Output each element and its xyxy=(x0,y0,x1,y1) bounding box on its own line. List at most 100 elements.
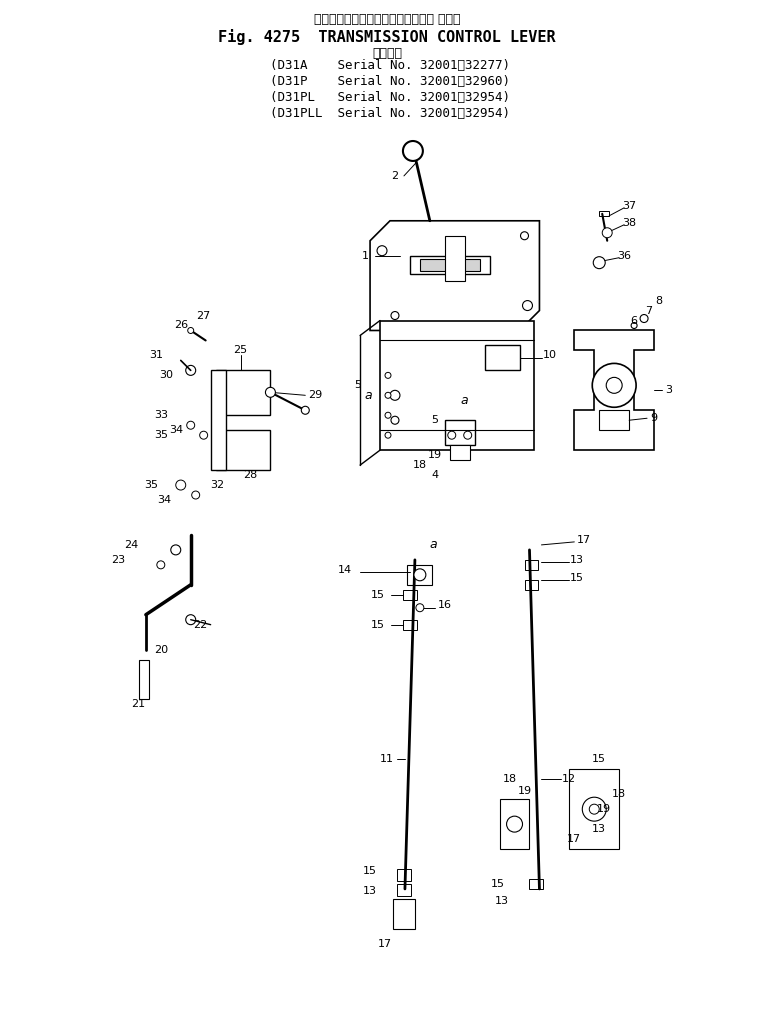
Bar xyxy=(525,560,539,570)
Circle shape xyxy=(403,141,423,161)
Bar xyxy=(499,799,529,849)
Circle shape xyxy=(385,432,391,438)
Circle shape xyxy=(377,245,387,256)
Text: 7: 7 xyxy=(646,305,652,315)
Circle shape xyxy=(416,603,424,611)
Text: 17: 17 xyxy=(378,939,392,949)
Bar xyxy=(410,256,490,274)
Bar xyxy=(216,370,270,416)
Text: Fig. 4275  TRANSMISSION CONTROL LEVER: Fig. 4275 TRANSMISSION CONTROL LEVER xyxy=(218,29,556,46)
Text: 22: 22 xyxy=(194,620,207,630)
Text: 33: 33 xyxy=(154,411,168,420)
Bar xyxy=(525,580,539,590)
Text: 9: 9 xyxy=(650,414,658,423)
Bar xyxy=(407,565,432,585)
Bar xyxy=(403,590,417,599)
Text: 13: 13 xyxy=(592,824,606,835)
Text: 13: 13 xyxy=(495,896,509,906)
Circle shape xyxy=(188,328,194,334)
Text: 1: 1 xyxy=(361,250,368,261)
Bar xyxy=(570,770,619,849)
Text: (D31A    Serial No. 32001～32277): (D31A Serial No. 32001～32277) xyxy=(270,59,510,72)
Text: 6: 6 xyxy=(631,315,638,325)
Text: 13: 13 xyxy=(570,555,584,565)
Circle shape xyxy=(391,311,399,319)
Bar xyxy=(397,884,411,896)
Circle shape xyxy=(582,797,606,821)
Text: 16: 16 xyxy=(438,599,452,609)
Bar xyxy=(393,899,415,929)
Text: トランスミッション　コントロール レバー: トランスミッション コントロール レバー xyxy=(313,13,461,26)
Text: 適用号機: 適用号機 xyxy=(372,48,402,60)
Text: 26: 26 xyxy=(173,320,188,331)
Circle shape xyxy=(385,413,391,418)
Bar xyxy=(529,879,543,889)
Text: 14: 14 xyxy=(338,565,352,575)
Text: 10: 10 xyxy=(543,351,557,360)
Bar xyxy=(397,869,411,881)
Text: 31: 31 xyxy=(149,351,163,360)
Bar xyxy=(216,430,270,470)
Text: 12: 12 xyxy=(562,775,577,784)
Text: 11: 11 xyxy=(380,754,394,765)
Circle shape xyxy=(631,322,637,329)
Bar xyxy=(420,259,480,271)
Text: 18: 18 xyxy=(502,775,516,784)
Circle shape xyxy=(176,480,186,490)
Text: 21: 21 xyxy=(131,700,145,710)
Bar xyxy=(450,445,470,460)
Text: 23: 23 xyxy=(111,555,125,565)
Circle shape xyxy=(186,365,196,375)
Bar xyxy=(139,659,149,700)
Bar xyxy=(485,346,519,370)
Circle shape xyxy=(192,491,200,499)
Text: 17: 17 xyxy=(577,535,591,545)
Bar xyxy=(403,620,417,630)
Text: (D31PL   Serial No. 32001～32954): (D31PL Serial No. 32001～32954) xyxy=(270,91,510,104)
Bar xyxy=(211,370,225,470)
Circle shape xyxy=(593,257,605,269)
Text: 4: 4 xyxy=(431,470,438,480)
Bar xyxy=(599,411,629,430)
Text: 15: 15 xyxy=(371,590,385,599)
Text: 20: 20 xyxy=(154,645,168,655)
Bar xyxy=(599,211,609,216)
Text: a: a xyxy=(429,538,437,552)
Text: 28: 28 xyxy=(243,470,258,480)
Text: 15: 15 xyxy=(371,620,385,630)
Circle shape xyxy=(200,431,207,439)
Text: 8: 8 xyxy=(656,295,663,305)
Text: 19: 19 xyxy=(428,450,442,460)
Text: 27: 27 xyxy=(197,310,211,320)
Text: 18: 18 xyxy=(612,789,626,799)
Text: 37: 37 xyxy=(622,201,636,211)
Circle shape xyxy=(385,372,391,378)
Text: a: a xyxy=(461,393,468,407)
Circle shape xyxy=(522,300,533,310)
Text: (D31P    Serial No. 32001～32960): (D31P Serial No. 32001～32960) xyxy=(270,75,510,88)
Circle shape xyxy=(448,431,456,439)
Bar xyxy=(380,320,535,450)
Text: (D31PLL  Serial No. 32001～32954): (D31PLL Serial No. 32001～32954) xyxy=(270,107,510,120)
Circle shape xyxy=(385,392,391,399)
Circle shape xyxy=(171,545,181,555)
Circle shape xyxy=(606,377,622,393)
Circle shape xyxy=(592,363,636,408)
Text: 5: 5 xyxy=(354,380,361,390)
Text: 38: 38 xyxy=(622,218,636,228)
Text: 34: 34 xyxy=(157,495,171,505)
Text: 2: 2 xyxy=(392,171,399,180)
Bar xyxy=(445,235,464,281)
Circle shape xyxy=(640,314,648,322)
Text: 24: 24 xyxy=(124,539,138,550)
Circle shape xyxy=(157,561,165,569)
Text: 15: 15 xyxy=(491,879,505,889)
Text: 30: 30 xyxy=(159,370,173,380)
Text: 19: 19 xyxy=(518,786,532,796)
Circle shape xyxy=(187,421,195,429)
Circle shape xyxy=(186,614,196,625)
Circle shape xyxy=(506,816,522,832)
Text: 17: 17 xyxy=(567,835,581,844)
Text: 3: 3 xyxy=(666,385,673,395)
Circle shape xyxy=(301,407,310,415)
